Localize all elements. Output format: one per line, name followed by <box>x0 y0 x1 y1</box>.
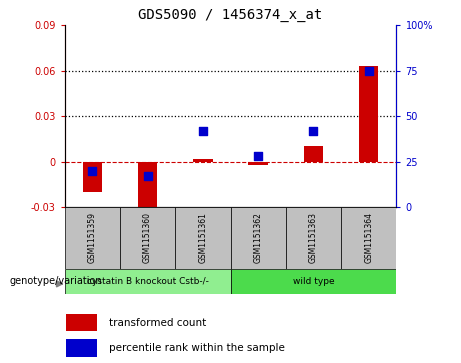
Text: genotype/variation: genotype/variation <box>9 276 102 286</box>
Bar <box>65 314 97 331</box>
Bar <box>304 146 323 162</box>
Text: transformed count: transformed count <box>109 318 206 328</box>
Bar <box>175 207 230 269</box>
Bar <box>138 162 157 210</box>
Point <box>199 128 207 134</box>
Text: percentile rank within the sample: percentile rank within the sample <box>109 343 285 353</box>
Point <box>365 68 372 74</box>
Text: GSM1151362: GSM1151362 <box>254 212 263 263</box>
Bar <box>286 207 341 269</box>
Point <box>144 173 151 179</box>
Bar <box>230 269 396 294</box>
Point <box>254 153 262 159</box>
Point <box>89 168 96 174</box>
Bar <box>359 66 378 162</box>
Bar <box>120 207 175 269</box>
Bar <box>193 159 213 162</box>
Bar <box>65 269 230 294</box>
Bar <box>248 162 268 164</box>
Text: cystatin B knockout Cstb-/-: cystatin B knockout Cstb-/- <box>87 277 208 286</box>
Text: wild type: wild type <box>293 277 334 286</box>
Bar <box>65 207 120 269</box>
Bar <box>230 207 286 269</box>
Text: GSM1151361: GSM1151361 <box>198 212 207 263</box>
Text: GSM1151364: GSM1151364 <box>364 212 373 263</box>
Text: GSM1151360: GSM1151360 <box>143 212 152 263</box>
Title: GDS5090 / 1456374_x_at: GDS5090 / 1456374_x_at <box>138 8 323 22</box>
Text: GSM1151359: GSM1151359 <box>88 212 97 263</box>
Point <box>310 128 317 134</box>
Bar <box>65 339 97 357</box>
Bar <box>83 162 102 192</box>
Bar <box>341 207 396 269</box>
Text: GSM1151363: GSM1151363 <box>309 212 318 263</box>
